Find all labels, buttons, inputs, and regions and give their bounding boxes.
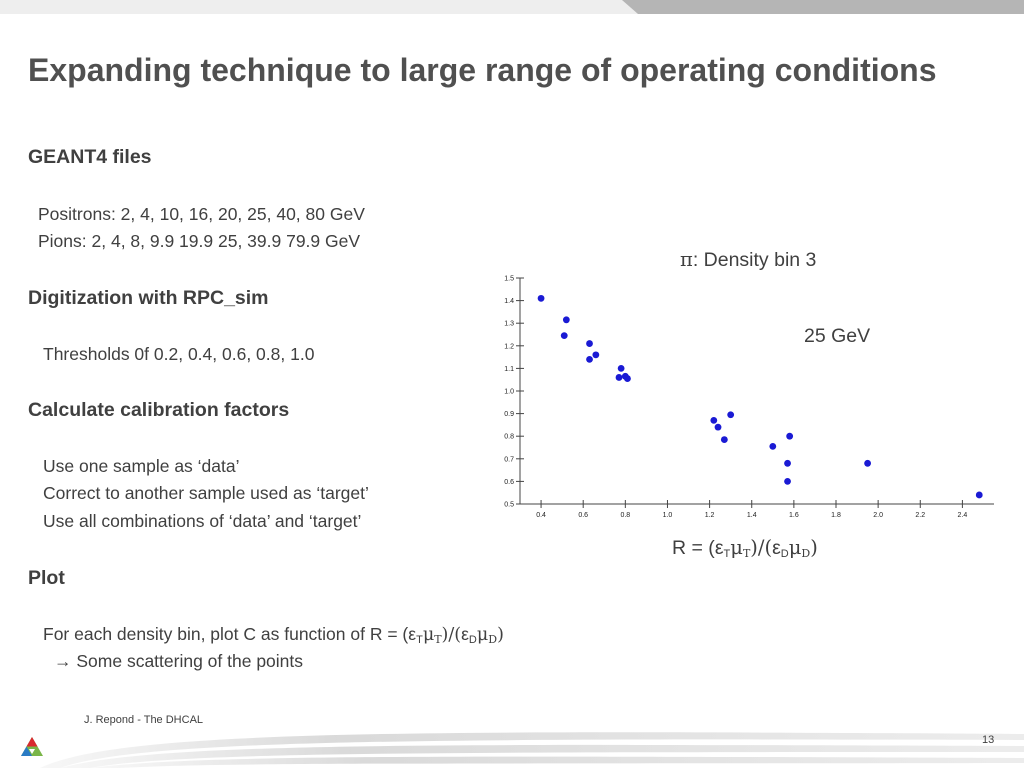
- y-tick-label: 1.5: [504, 276, 514, 283]
- chart-caption: π: Density bin 3: [680, 248, 816, 272]
- data-point: [784, 459, 791, 467]
- x-tick-label: 0.8: [620, 512, 630, 519]
- x-tick-label: 1.4: [747, 512, 757, 519]
- y-tick-label: 1.3: [504, 321, 514, 328]
- data-point: [864, 459, 871, 467]
- y-tick-label: 0.8: [504, 434, 514, 441]
- y-tick-label: 1.4: [504, 298, 514, 305]
- formula-sub-d: D: [468, 634, 477, 646]
- ratio-suffix: ): [810, 536, 818, 559]
- data-point: [784, 478, 791, 485]
- plot-formula-line: For each density bin, plot C as function…: [43, 624, 504, 646]
- data-point: [975, 491, 983, 499]
- data-point: [560, 332, 568, 340]
- y-tick-label: 0.7: [504, 456, 514, 463]
- x-tick-label: 2.0: [873, 512, 883, 519]
- section-heading-calibration: Calculate calibration factors: [28, 399, 290, 421]
- y-tick-label: 1.2: [504, 343, 514, 350]
- thresholds-line: Thresholds 0f 0.2, 0.4, 0.6, 0.8, 1.0: [43, 344, 315, 364]
- plot-formula-suffix: ): [497, 625, 504, 645]
- x-tick-label: 1.2: [705, 512, 715, 519]
- formula-eps-t: ε: [408, 624, 417, 644]
- data-point: [586, 340, 593, 347]
- ratio-eps-t: ε: [714, 537, 724, 559]
- top-bar-dark: [638, 0, 1024, 14]
- data-point: [769, 442, 777, 450]
- ratio-axis-label: R = (εTμT)/(εDμD): [672, 536, 818, 560]
- pi-symbol: π: [680, 248, 693, 271]
- data-point: [727, 411, 735, 419]
- data-point: [710, 416, 718, 424]
- formula-eps-d: ε: [461, 624, 469, 644]
- positrons-line: Positrons: 2, 4, 10, 16, 20, 25, 40, 80 …: [38, 204, 365, 224]
- plot-formula-prefix: For each density bin, plot C as function…: [43, 624, 409, 644]
- formula-mu-t: μ: [422, 625, 435, 645]
- x-tick-label: 0.6: [578, 512, 588, 519]
- ratio-mu-t: μ: [730, 536, 743, 559]
- data-point: [592, 351, 600, 359]
- scatter-chart: 0.5 0.6 0.7 0.8 0.9 1.0 1.1 1.2 1.3 1.4 1.5 0.4 0.6 0…: [468, 266, 1004, 528]
- formula-mu-d: μ: [476, 625, 489, 645]
- data-point: [786, 432, 794, 440]
- ratio-slash: )/(: [750, 536, 773, 559]
- x-tick-label: 1.8: [831, 512, 841, 519]
- section-heading-digitization: Digitization with RPC_sim: [28, 287, 269, 309]
- y-tick-label: 1.1: [504, 366, 514, 373]
- y-tick-label: 1.0: [504, 389, 514, 396]
- data-point: [714, 423, 722, 431]
- footer-swoosh: [40, 732, 1024, 768]
- formula-slash: )/(: [441, 625, 462, 645]
- ratio-sub-d: D: [780, 548, 789, 560]
- chart-caption-text: : Density bin 3: [692, 249, 817, 271]
- calibration-line-2: Correct to another sample used as ‘targe…: [43, 483, 369, 503]
- data-point: [586, 355, 593, 363]
- scattering-line: → Some scattering of the points: [54, 651, 304, 671]
- formula-sub-t: T: [416, 634, 423, 646]
- energy-label: 25 GeV: [804, 325, 871, 347]
- data-point: [720, 436, 728, 443]
- section-heading-geant4: GEANT4 files: [28, 146, 152, 168]
- x-tick-label: 2.2: [915, 512, 925, 519]
- formula-sub-t2: T: [434, 633, 442, 646]
- pions-line: Pions: 2, 4, 8, 9.9 19.9 25, 39.9 79.9 G…: [38, 231, 361, 251]
- top-bar-notch: [622, 0, 638, 14]
- data-point: [624, 375, 631, 382]
- calibration-line-1: Use one sample as ‘data’: [43, 456, 240, 476]
- data-point: [562, 316, 570, 324]
- ratio-eps-d: ε: [772, 537, 781, 559]
- ratio-prefix: R = (: [672, 537, 715, 559]
- y-tick-label: 0.9: [504, 411, 514, 418]
- page-number: 13: [982, 734, 995, 746]
- x-tick-label: 0.4: [536, 512, 546, 519]
- footer-author: J. Repond - The DHCAL: [84, 714, 204, 726]
- data-point: [615, 374, 623, 381]
- x-tick-label: 1.0: [663, 512, 673, 519]
- x-tick-label: 1.6: [789, 512, 799, 519]
- ratio-sub-d2: D: [801, 547, 811, 560]
- ratio-mu-d: μ: [788, 536, 802, 559]
- scatter-chart-svg: 0.5 0.6 0.7 0.8 0.9 1.0 1.1 1.2 1.3 1.4 1.5 0.4 0.6 0…: [504, 276, 994, 519]
- ratio-sub-t2: T: [742, 547, 751, 560]
- data-point: [617, 365, 625, 372]
- calibration-line-3: Use all combinations of ‘data’ and ‘targ…: [43, 511, 362, 531]
- formula-sub-d2: D: [488, 633, 498, 646]
- data-point: [537, 294, 545, 302]
- y-tick-label: 0.5: [504, 502, 514, 509]
- ratio-sub-t: T: [723, 548, 731, 560]
- section-heading-plot: Plot: [28, 567, 65, 589]
- y-tick-label: 0.6: [504, 479, 514, 486]
- slide-title: Expanding technique to large range of op…: [28, 52, 937, 88]
- argonne-logo-icon: [21, 737, 43, 756]
- x-tick-label: 2.4: [958, 512, 968, 519]
